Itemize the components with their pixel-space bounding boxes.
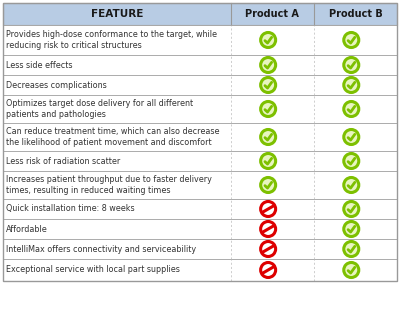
Circle shape xyxy=(261,202,276,216)
Circle shape xyxy=(344,129,359,144)
Text: Affordable: Affordable xyxy=(6,224,48,233)
Circle shape xyxy=(261,101,276,117)
Circle shape xyxy=(344,57,359,73)
Circle shape xyxy=(344,221,359,237)
Text: FEATURE: FEATURE xyxy=(91,9,143,19)
Bar xyxy=(3,123,397,151)
Circle shape xyxy=(344,263,359,277)
Circle shape xyxy=(261,263,276,277)
Circle shape xyxy=(344,77,359,92)
Text: Decreases complications: Decreases complications xyxy=(6,81,107,90)
Circle shape xyxy=(344,101,359,117)
Text: Quick installation time: 8 weeks: Quick installation time: 8 weeks xyxy=(6,204,135,213)
Text: Increases patient throughput due to faster delivery
times, resulting in reduced : Increases patient throughput due to fast… xyxy=(6,175,212,195)
Bar xyxy=(3,219,397,239)
Text: Can reduce treatment time, which can also decrease
the likelihood of patient mov: Can reduce treatment time, which can als… xyxy=(6,127,220,147)
Bar xyxy=(3,55,397,75)
Bar xyxy=(3,199,397,219)
Bar xyxy=(3,95,397,123)
Text: Optimizes target dose delivery for all different
patients and pathologies: Optimizes target dose delivery for all d… xyxy=(6,99,193,119)
Bar xyxy=(3,151,397,171)
Circle shape xyxy=(344,32,359,48)
Bar xyxy=(3,25,397,55)
Circle shape xyxy=(261,221,276,237)
Bar xyxy=(3,239,397,259)
Text: Product A: Product A xyxy=(245,9,299,19)
Bar xyxy=(3,3,397,25)
Circle shape xyxy=(344,241,359,256)
Circle shape xyxy=(261,241,276,256)
Text: IntelliMax offers connectivity and serviceability: IntelliMax offers connectivity and servi… xyxy=(6,245,196,254)
Text: Product B: Product B xyxy=(328,9,382,19)
Bar xyxy=(3,75,397,95)
Circle shape xyxy=(261,129,276,144)
Bar xyxy=(3,171,397,199)
Circle shape xyxy=(261,32,276,48)
Bar xyxy=(3,259,397,281)
Bar xyxy=(3,3,397,281)
Text: Less risk of radiation scatter: Less risk of radiation scatter xyxy=(6,157,120,166)
Circle shape xyxy=(344,153,359,169)
Circle shape xyxy=(261,57,276,73)
Text: Provides high-dose conformance to the target, while
reducing risk to critical st: Provides high-dose conformance to the ta… xyxy=(6,30,217,50)
Circle shape xyxy=(344,178,359,193)
Circle shape xyxy=(261,77,276,92)
Circle shape xyxy=(344,202,359,216)
Circle shape xyxy=(261,153,276,169)
Circle shape xyxy=(261,178,276,193)
Text: Less side effects: Less side effects xyxy=(6,60,72,70)
Text: Exceptional service with local part supplies: Exceptional service with local part supp… xyxy=(6,265,180,274)
